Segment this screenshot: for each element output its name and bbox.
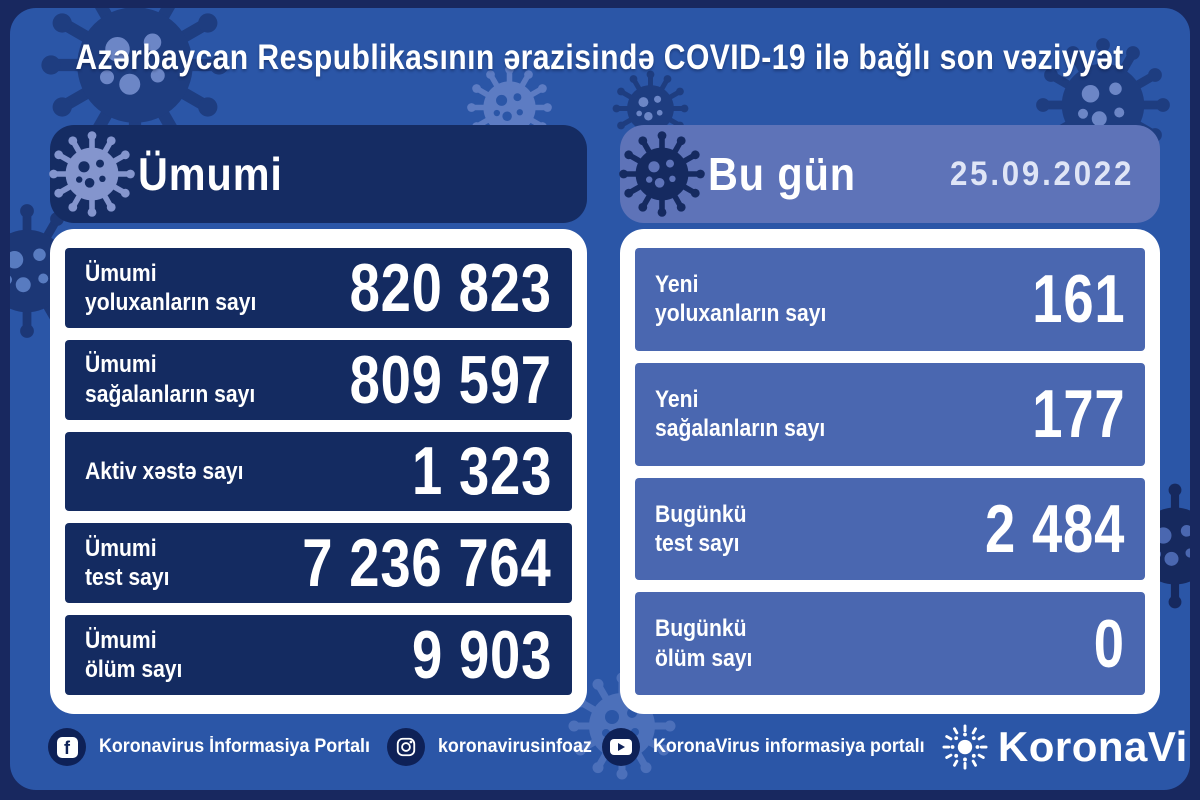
youtube-item[interactable]: KoronaVirus informasiya portalı [601, 728, 942, 766]
stat-row-total-tests: Ümumi test sayı 7 236 764 [65, 523, 572, 604]
stat-row-today-deaths: Bugünkü ölüm sayı 0 [635, 592, 1145, 695]
stat-row-total-recovered: Ümumi sağalanların sayı 809 597 [65, 339, 572, 420]
stat-row-new-infected: Yeni yoluxanların sayı 161 [635, 248, 1145, 351]
stat-label: Ümumi sağalanların sayı [85, 351, 256, 408]
virus-icon [614, 126, 710, 222]
stat-value: 177 [1031, 376, 1125, 453]
right-panel-title: Bu gün [708, 148, 856, 200]
left-panel-header: Ümumi [50, 125, 587, 223]
page-title-wrap: Azərbaycan Respublikasının ərazisində CO… [10, 38, 1190, 78]
right-panel-header: Bu gün 25.09.2022 [620, 125, 1160, 223]
youtube-label: KoronaVirus informasiya portalı [652, 736, 925, 757]
instagram-label: koronavirusinfoaz [438, 736, 593, 757]
stat-row-active-cases: Aktiv xəstə sayı 1 323 [65, 431, 572, 512]
stat-label: Aktiv xəstə sayı [85, 457, 244, 485]
left-panel-cumulative: Ümumi Ümumi yoluxanların sayı 820 823 Üm… [50, 125, 587, 714]
stat-label: Ümumi ölüm sayı [85, 626, 183, 684]
stat-row-today-tests: Bugünkü test sayı 2 484 [635, 477, 1145, 581]
date-label: 25.09.2022 [949, 154, 1134, 193]
stat-value: 1 323 [411, 433, 552, 510]
stat-value: 9 903 [411, 617, 552, 694]
virus-sun-logo-icon [942, 724, 988, 770]
stat-row-total-deaths: Ümumi ölüm sayı 9 903 [65, 615, 572, 695]
stat-label: Yeni sağalanların sayı [655, 385, 826, 443]
footer: f Koronavirus İnformasiya Portalı korona… [48, 720, 1190, 774]
brand-name: KoronaVirus [997, 723, 1190, 770]
stat-value: 809 597 [349, 341, 552, 418]
facebook-label: Koronavirus İnformasiya Portalı [99, 736, 370, 757]
brand-logo: KoronaVirus info [942, 723, 1190, 771]
stat-label: Ümumi yoluxanların sayı [85, 259, 257, 316]
stat-row-new-recovered: Yeni sağalanların sayı 177 [635, 362, 1145, 466]
stat-label: Bugünkü ölüm sayı [655, 615, 753, 672]
stat-value: 7 236 764 [302, 525, 552, 602]
stat-label: Ümumi test sayı [85, 535, 170, 592]
facebook-icon: f [48, 728, 86, 766]
stat-value: 2 484 [984, 490, 1125, 567]
right-panel-today: Bu gün 25.09.2022 Yeni yoluxanların sayı… [620, 125, 1160, 714]
left-stats-container: Ümumi yoluxanların sayı 820 823 Ümumi sa… [50, 229, 587, 714]
stat-value: 0 [1093, 605, 1125, 682]
stat-row-total-infected: Ümumi yoluxanların sayı 820 823 [65, 248, 572, 328]
page-title: Azərbaycan Respublikasının ərazisində CO… [75, 38, 1125, 77]
stat-value: 820 823 [349, 249, 552, 326]
instagram-item[interactable]: koronavirusinfoaz [387, 728, 602, 766]
right-stats-container: Yeni yoluxanların sayı 161 Yeni sağalanl… [620, 229, 1160, 714]
stat-label: Bugünkü test sayı [655, 500, 747, 557]
facebook-item[interactable]: f Koronavirus İnformasiya Portalı [48, 728, 387, 766]
instagram-icon [387, 728, 426, 766]
left-panel-title: Ümumi [138, 148, 283, 200]
content-canvas: Azərbaycan Respublikasının ərazisində CO… [10, 8, 1190, 790]
youtube-icon [601, 728, 640, 766]
virus-icon [44, 126, 140, 222]
stat-label: Yeni yoluxanların sayı [655, 271, 827, 328]
stat-value: 161 [1031, 261, 1125, 338]
